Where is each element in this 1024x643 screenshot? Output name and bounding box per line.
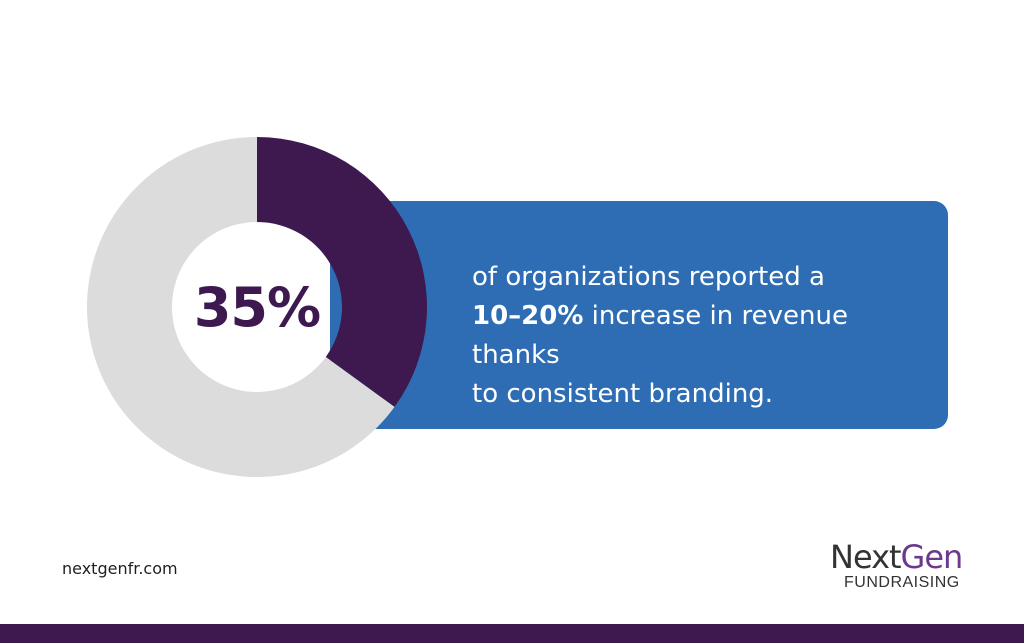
logo-part-next: Next	[830, 538, 902, 576]
callout-text: of organizations reported a 10–20% incre…	[472, 258, 932, 414]
callout-highlight: 10–20%	[472, 301, 584, 331]
logo-wordmark: NextGen	[830, 540, 980, 574]
callout-box	[330, 201, 948, 429]
donut-svg	[87, 137, 427, 477]
donut-slice-highlight	[257, 137, 427, 407]
donut-chart	[87, 137, 427, 477]
footer-bar	[0, 624, 1024, 643]
donut-center-label: 35%	[193, 275, 321, 339]
callout-line-1: of organizations reported a	[472, 262, 825, 292]
donut-slice-remainder	[87, 137, 395, 477]
callout-line-2-rest: increase in revenue thanks	[472, 301, 848, 370]
callout-line-2: 10–20% increase in revenue thanks	[472, 297, 932, 375]
logo-part-gen: Gen	[900, 538, 964, 576]
callout-line-3: to consistent branding.	[472, 379, 774, 409]
brand-logo: NextGen FUNDRAISING	[830, 540, 980, 594]
logo-subtitle: FUNDRAISING	[844, 574, 960, 591]
website-text: nextgenfr.com	[62, 559, 178, 578]
